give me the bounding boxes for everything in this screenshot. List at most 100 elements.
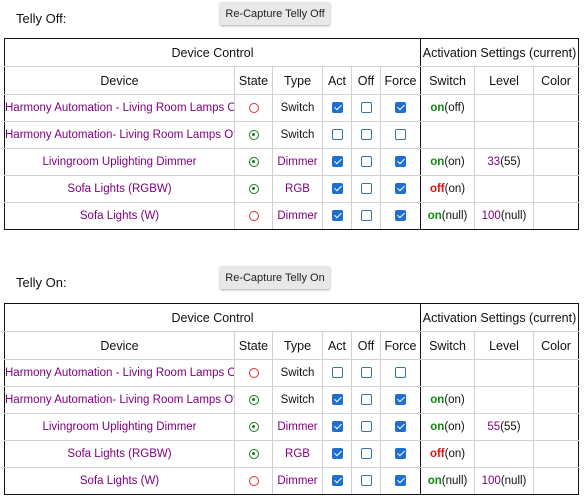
device-control-table-telly-off: Device Control Activation Settings (curre… (3, 38, 580, 230)
force-checkbox-cell (379, 175, 422, 203)
table-row: Livingroom Uplighting Dimmer Dimmer on(on)… (4, 148, 580, 176)
table-row: Livingroom Uplighting Dimmer Dimmer on(on)… (4, 413, 580, 441)
table-column-header: Device State Type Act Off Force Switch Level Col… (4, 66, 580, 95)
level-setting: 100(null) (474, 202, 535, 230)
device-name[interactable]: Harmony Automation- Living Room Lamps Of… (4, 386, 235, 414)
column-header-switch: Switch (420, 66, 476, 95)
checkbox-unchecked-icon[interactable] (360, 156, 372, 168)
checkbox-unchecked-icon[interactable] (360, 421, 372, 433)
checkbox-checked-icon[interactable] (331, 210, 343, 222)
act-checkbox-cell (322, 121, 352, 149)
checkbox-checked-icon[interactable] (395, 102, 406, 114)
device-name[interactable]: Harmony Automation- Living Room Lamps Of… (4, 121, 235, 149)
checkbox-checked-icon[interactable] (331, 183, 343, 195)
level-setting (474, 359, 535, 387)
off-checkbox-cell (351, 94, 381, 122)
switch-value[interactable]: on (430, 156, 445, 168)
act-checkbox-cell (322, 94, 352, 122)
level-value[interactable]: 100 (481, 475, 501, 487)
table-row: Sofa Lights (RGBW) RGB off(on) (4, 440, 580, 468)
checkbox-unchecked-icon[interactable] (360, 102, 372, 114)
table-row: Harmony Automation- Living Room Lamps Of… (4, 386, 580, 414)
device-type: Dimmer (272, 413, 323, 441)
switch-value[interactable]: on (430, 102, 445, 114)
column-header-state: State (234, 66, 273, 95)
switch-setting (420, 359, 476, 387)
device-type: RGB (272, 440, 323, 468)
force-checkbox-cell (379, 413, 422, 441)
off-checkbox-cell (351, 175, 381, 203)
column-header-force: Force (379, 66, 422, 95)
checkbox-checked-icon[interactable] (331, 102, 343, 114)
checkbox-checked-icon[interactable] (395, 210, 406, 222)
checkbox-checked-icon[interactable] (395, 156, 406, 168)
checkbox-checked-icon[interactable] (331, 421, 343, 433)
checkbox-unchecked-icon[interactable] (360, 129, 372, 141)
switch-setting: on(on) (420, 386, 476, 414)
device-name[interactable]: Sofa Lights (W) (4, 202, 235, 230)
device-name[interactable]: Sofa Lights (RGBW) (4, 440, 235, 468)
level-current: (55) (500, 156, 521, 168)
state-cell (234, 386, 273, 414)
level-current: (null) (500, 210, 527, 222)
checkbox-unchecked-icon[interactable] (395, 367, 406, 379)
device-type: Switch (272, 386, 323, 414)
switch-value[interactable]: on (430, 421, 445, 433)
switch-value[interactable]: on (427, 210, 442, 222)
switch-value[interactable]: on (427, 475, 442, 487)
act-checkbox-cell (322, 386, 352, 414)
column-header-color: Color (533, 66, 580, 95)
level-setting: 33(55) (474, 148, 535, 176)
table-row: Sofa Lights (RGBW) RGB off(on) (4, 175, 580, 203)
column-header-act: Act (322, 331, 352, 360)
checkbox-unchecked-icon[interactable] (331, 129, 343, 141)
switch-setting: on(on) (420, 148, 476, 176)
switch-value[interactable]: off (429, 183, 445, 195)
checkbox-checked-icon[interactable] (395, 475, 406, 487)
checkbox-unchecked-icon[interactable] (360, 210, 372, 222)
checkbox-checked-icon[interactable] (395, 421, 406, 433)
level-value[interactable]: 55 (487, 421, 501, 433)
radio-selected-icon (248, 129, 259, 140)
switch-value[interactable]: off (429, 448, 445, 460)
checkbox-checked-icon[interactable] (331, 394, 343, 406)
checkbox-checked-icon[interactable] (395, 183, 406, 195)
act-checkbox-cell (322, 175, 352, 203)
column-header-state: State (234, 331, 273, 360)
checkbox-unchecked-icon[interactable] (395, 129, 406, 141)
recapture-telly-off-button[interactable]: Re-Capture Telly Off (220, 2, 330, 25)
off-checkbox-cell (351, 413, 381, 441)
device-name[interactable]: Livingroom Uplighting Dimmer (4, 148, 235, 176)
device-type: Switch (272, 121, 323, 149)
device-name[interactable]: Sofa Lights (RGBW) (4, 175, 235, 203)
act-checkbox-cell (322, 467, 352, 495)
checkbox-checked-icon[interactable] (395, 448, 406, 460)
checkbox-checked-icon[interactable] (331, 448, 343, 460)
switch-value[interactable]: on (430, 394, 445, 406)
off-checkbox-cell (351, 202, 381, 230)
device-name[interactable]: Livingroom Uplighting Dimmer (4, 413, 235, 441)
radio-empty-icon (248, 210, 259, 221)
device-name[interactable]: Harmony Automation - Living Room Lamps O… (4, 359, 235, 387)
checkbox-unchecked-icon[interactable] (360, 475, 372, 487)
checkbox-unchecked-icon[interactable] (360, 448, 372, 460)
level-value[interactable]: 100 (481, 210, 501, 222)
device-name[interactable]: Harmony Automation - Living Room Lamps O… (4, 94, 235, 122)
radio-selected-icon (248, 448, 259, 459)
off-checkbox-cell (351, 148, 381, 176)
checkbox-unchecked-icon[interactable] (360, 183, 372, 195)
switch-setting: on(null) (420, 202, 476, 230)
checkbox-unchecked-icon[interactable] (360, 367, 372, 379)
act-checkbox-cell (322, 413, 352, 441)
checkbox-checked-icon[interactable] (395, 394, 406, 406)
checkbox-unchecked-icon[interactable] (331, 367, 343, 379)
radio-empty-icon (248, 475, 259, 486)
recapture-telly-on-button[interactable]: Re-Capture Telly On (220, 266, 330, 289)
switch-current: (on) (444, 421, 465, 433)
device-name[interactable]: Sofa Lights (W) (4, 467, 235, 495)
checkbox-checked-icon[interactable] (331, 475, 343, 487)
column-header-off: Off (351, 331, 381, 360)
checkbox-unchecked-icon[interactable] (360, 394, 372, 406)
checkbox-checked-icon[interactable] (331, 156, 343, 168)
level-value[interactable]: 33 (487, 156, 501, 168)
